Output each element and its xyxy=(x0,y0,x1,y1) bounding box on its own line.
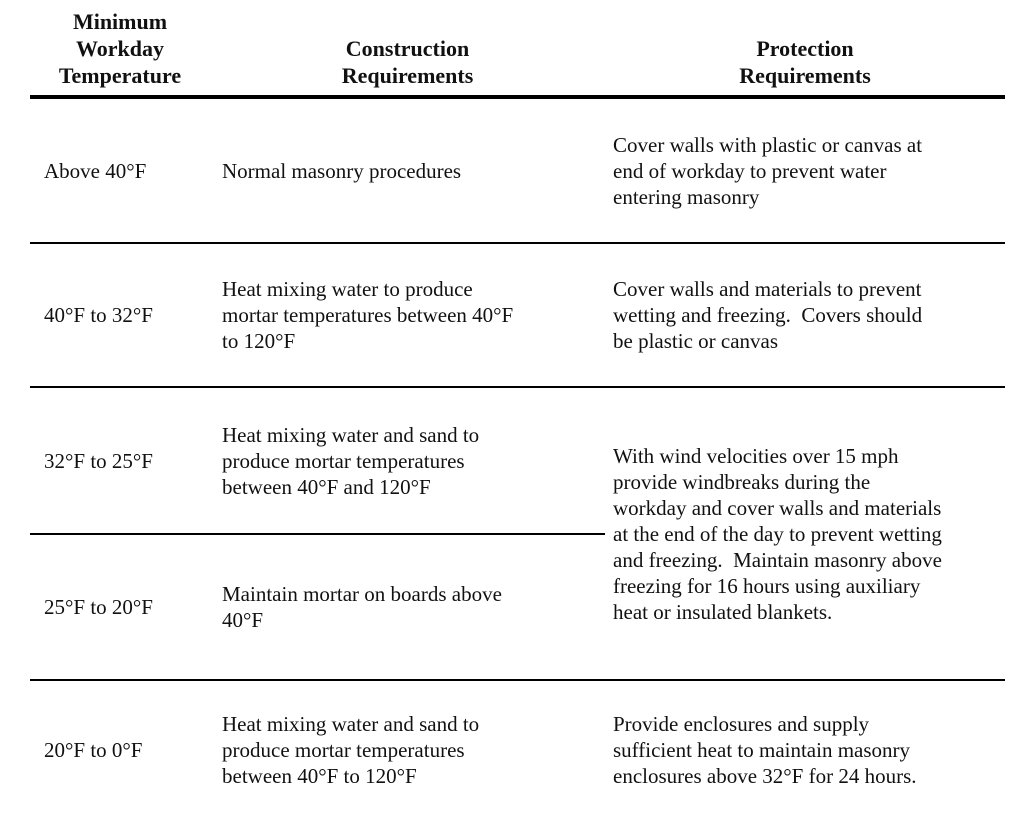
table-row: 25°F to 20°F Maintain mortar on boards a… xyxy=(30,534,1005,681)
temperature-cell: Above 40°F xyxy=(30,97,210,244)
table-header-row: Minimum Workday Temperature Construction… xyxy=(30,5,1005,99)
table-row: Above 40°F Normal masonry procedures Cov… xyxy=(30,97,1005,244)
temperature-cell: 20°F to 0°F xyxy=(44,737,143,762)
protection-cell: Cover walls and materials to prevent wet… xyxy=(605,243,1005,388)
temperature-cell: 25°F to 20°F xyxy=(30,534,210,681)
column-header-protection-requirements: Protection Requirements xyxy=(605,5,1005,99)
protection-cell: Provide enclosures and supply sufficient… xyxy=(613,711,917,788)
construction-cell: Normal masonry procedures xyxy=(210,97,605,244)
column-header-construction-requirements: Construction Requirements xyxy=(210,5,605,99)
table-row: 40°F to 32°F Heat mixing water to produc… xyxy=(30,243,1005,388)
cold-weather-masonry-table: Minimum Workday Temperature Construction… xyxy=(30,5,1005,818)
protection-cell-merged: With wind velocities over 15 mph provide… xyxy=(605,387,1005,681)
table-row: 20°F to 0°F Heat mixing water and sand t… xyxy=(30,680,1005,818)
protection-cell: Cover walls with plastic or canvas at en… xyxy=(605,97,1005,244)
construction-cell: Maintain mortar on boards above 40°F xyxy=(210,534,605,681)
table-row: 32°F to 25°F Heat mixing water and sand … xyxy=(30,387,1005,681)
column-header-minimum-workday-temperature: Minimum Workday Temperature xyxy=(30,5,210,99)
construction-cell: Heat mixing water to produce mortar temp… xyxy=(210,243,605,388)
construction-cell: Heat mixing water and sand to produce mo… xyxy=(222,711,480,788)
construction-cell: Heat mixing water and sand to produce mo… xyxy=(210,387,605,535)
temperature-cell: 40°F to 32°F xyxy=(30,243,210,388)
temperature-cell: 32°F to 25°F xyxy=(30,387,210,535)
